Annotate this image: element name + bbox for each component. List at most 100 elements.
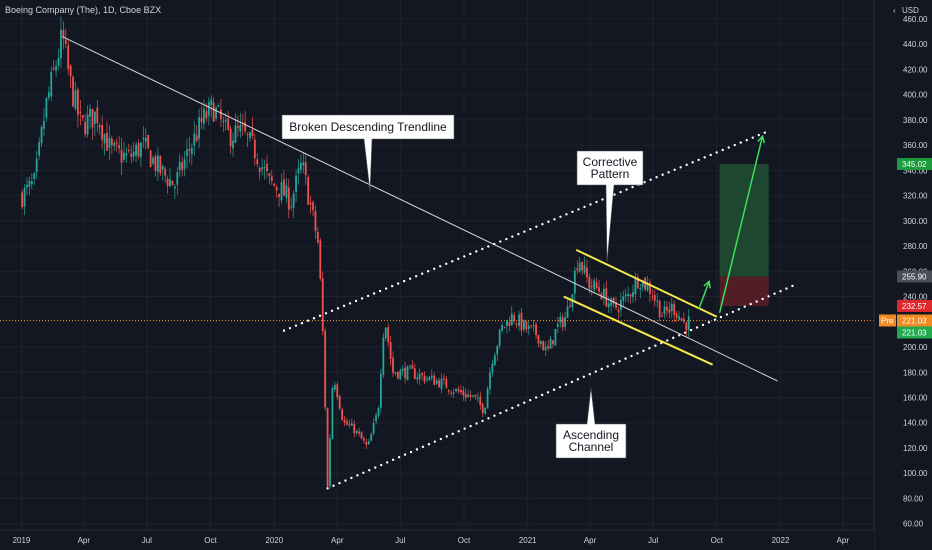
- candle-body: [603, 288, 605, 299]
- small-arrow-head-icon: [703, 279, 711, 289]
- candle-body: [639, 287, 642, 290]
- candle-body: [610, 298, 613, 306]
- y-tick-label: 60.00: [903, 520, 924, 529]
- candles: [21, 16, 690, 490]
- candle-body: [336, 384, 339, 398]
- candle-body: [50, 71, 53, 97]
- candle-body: [474, 394, 477, 397]
- x-tick-label: Apr: [837, 536, 850, 545]
- candle-body: [33, 173, 36, 179]
- candle-body: [384, 327, 387, 339]
- candle-body: [98, 125, 101, 128]
- trendline-callout[interactable]: Broken Descending Trendline: [281, 114, 455, 192]
- candle-body: [62, 29, 65, 39]
- candle-body: [108, 137, 111, 148]
- candle-body: [120, 149, 123, 163]
- candle-body: [91, 108, 94, 128]
- candle-body: [469, 394, 472, 397]
- candle-body: [532, 325, 535, 327]
- candle-body: [253, 139, 256, 159]
- candle-body: [222, 120, 225, 123]
- time-axis[interactable]: 2019 Apr Jul Oct 2020 Apr Jul Oct 2021 Apr Jul Oct 2…: [13, 536, 850, 545]
- candle-body: [273, 183, 276, 186]
- price-tag: 345.02: [897, 158, 932, 171]
- x-tick-label: Oct: [458, 536, 471, 545]
- price-tag-bg: [897, 314, 932, 327]
- candle-body: [207, 101, 210, 116]
- pattern-callout-box: [576, 150, 644, 263]
- candle-body: [52, 67, 55, 69]
- candle-body: [123, 152, 125, 160]
- candle-body: [181, 162, 184, 171]
- candle-body: [612, 297, 615, 304]
- candle-body: [355, 430, 358, 434]
- candle-body: [346, 421, 348, 425]
- candle-body: [285, 185, 288, 198]
- candle-body: [387, 327, 390, 343]
- candle-body: [292, 193, 295, 208]
- candle-body: [246, 134, 249, 136]
- currency-label: USD: [902, 6, 919, 15]
- candle-body: [549, 338, 552, 349]
- candle-body: [651, 296, 654, 298]
- candle-body: [363, 438, 365, 441]
- candle-body: [656, 300, 659, 302]
- candle-body: [21, 192, 24, 207]
- channel-callout-text: Channel: [569, 440, 614, 454]
- x-tick-label: 2019: [13, 536, 31, 545]
- candle-body: [232, 140, 234, 149]
- callouts: Broken Descending Trendline CorrectivePat…: [281, 114, 644, 459]
- candle-body: [506, 320, 508, 327]
- candle-body: [450, 392, 453, 394]
- x-tick-label: 2022: [772, 536, 790, 545]
- candle-body: [430, 375, 433, 378]
- candle-body: [57, 57, 60, 66]
- candle-body: [283, 179, 285, 196]
- small-arrow[interactable]: [698, 281, 710, 310]
- pattern-upper-line[interactable]: [575, 248, 718, 318]
- candle-body: [573, 270, 576, 294]
- candle-body: [142, 137, 145, 140]
- candle-body: [396, 372, 399, 379]
- channel-upper-line[interactable]: [282, 131, 767, 332]
- candle-body: [513, 315, 516, 322]
- candle-body: [576, 268, 579, 271]
- candle-body: [564, 317, 567, 327]
- channel-callout-text: Ascending: [563, 428, 619, 442]
- channel-lower-line[interactable]: [326, 282, 799, 490]
- currency-chevron-icon[interactable]: ‹: [893, 6, 896, 15]
- pattern-callout-text: Corrective: [583, 155, 638, 169]
- big-arrow[interactable]: [718, 136, 764, 314]
- candle-body: [515, 323, 518, 325]
- candle-body: [663, 306, 666, 315]
- candle-body: [198, 117, 201, 139]
- candle-body: [45, 97, 48, 118]
- target-zone: [719, 164, 769, 277]
- candle-body: [74, 90, 77, 109]
- candle-body: [319, 240, 322, 279]
- candle-body: [103, 134, 106, 144]
- candle-body: [358, 431, 360, 434]
- candle-body: [389, 341, 392, 359]
- candle-body: [278, 193, 280, 198]
- candle-body: [79, 111, 82, 114]
- candle-body: [64, 39, 67, 44]
- y-tick-label: 440.00: [903, 40, 928, 49]
- candle-body: [486, 388, 489, 409]
- candle-body: [239, 124, 242, 132]
- descending-trendline[interactable]: [62, 36, 778, 382]
- pattern-lower-line[interactable]: [563, 295, 714, 366]
- candle-body: [491, 363, 494, 373]
- candle-body: [72, 77, 74, 107]
- price-tag-text: 221.03: [902, 316, 927, 325]
- candle-body: [220, 109, 222, 120]
- candle-body: [501, 325, 503, 331]
- position-zones: [719, 164, 769, 306]
- candle-body: [210, 99, 213, 106]
- candle-body: [377, 408, 380, 417]
- candle-body: [411, 365, 414, 369]
- candle-body: [144, 138, 147, 142]
